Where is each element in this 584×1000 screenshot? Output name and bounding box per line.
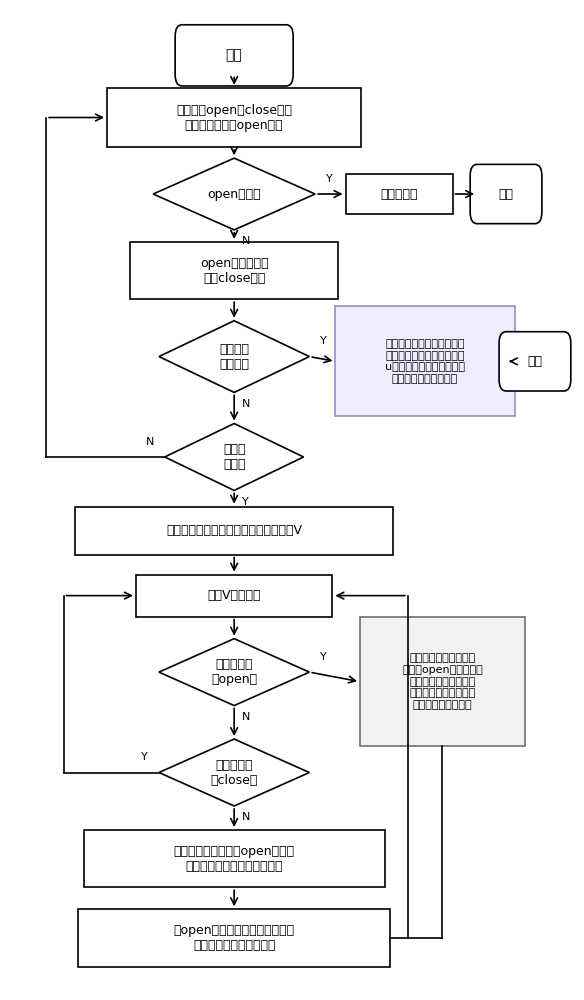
Text: 结束: 结束 [527, 355, 543, 368]
Text: 比较可扩展节点的估价
函数和open中该节点的
估价函数大小，若前者
小则更新其父节点和估
价函数，否则不操作: 比较可扩展节点的估价 函数和open中该节点的 估价函数大小，若前者 小则更新其… [402, 653, 483, 710]
Bar [84, 830, 384, 887]
Text: open表为空: open表为空 [207, 188, 261, 201]
Text: N: N [146, 437, 155, 447]
Text: 开始: 开始 [226, 48, 242, 62]
FancyBboxPatch shape [499, 332, 571, 391]
Bar [360, 617, 525, 746]
Text: N: N [242, 812, 250, 822]
FancyBboxPatch shape [175, 25, 293, 86]
Text: Y: Y [321, 652, 327, 662]
Bar [136, 575, 332, 617]
FancyBboxPatch shape [470, 164, 542, 224]
Text: 判断其是否存在父指针，若
存在父指针，则通过头节点
u的父指针，一直遍历到起
始节点，找到最优路径: 判断其是否存在父指针，若 存在父指针，则通过头节点 u的父指针，一直遍历到起 始… [385, 339, 465, 384]
Text: Y: Y [242, 497, 249, 507]
Text: 没到到路径: 没到到路径 [380, 188, 418, 201]
Text: 头节点为
目标节点: 头节点为 目标节点 [219, 343, 249, 371]
Text: 扩展头节点，选择可扩展节点构成集合V: 扩展头节点，选择可扩展节点构成集合V [166, 524, 302, 537]
Text: 可扩展节点
在close中: 可扩展节点 在close中 [210, 759, 258, 787]
Text: Y: Y [141, 752, 148, 762]
Bar [107, 88, 361, 147]
Text: 可扩展节点
在open中: 可扩展节点 在open中 [211, 658, 257, 686]
Text: 遍历V中的节点: 遍历V中的节点 [207, 589, 261, 602]
Bar [346, 174, 453, 214]
Text: 头节点
可扩展: 头节点 可扩展 [223, 443, 245, 471]
Text: 将该可扩展节点加入open表中，
计算该可扩展节点的估价函数: 将该可扩展节点加入open表中， 计算该可扩展节点的估价函数 [173, 845, 295, 873]
Text: Y: Y [321, 336, 327, 346]
Text: 对open表中的所有节点按照其估
价函数値的大小递增排序: 对open表中的所有节点按照其估 价函数値的大小递增排序 [173, 924, 295, 952]
Text: 生成空的open、close表，
将起始节点放入open表中: 生成空的open、close表， 将起始节点放入open表中 [176, 104, 292, 132]
Bar [130, 242, 338, 299]
Text: 结束: 结束 [499, 188, 513, 201]
Polygon shape [159, 321, 310, 392]
Polygon shape [159, 639, 310, 706]
Text: open表中头节点
放入close表中: open表中头节点 放入close表中 [200, 257, 269, 285]
Bar [335, 306, 515, 416]
Text: N: N [242, 236, 250, 246]
Bar [78, 909, 390, 967]
Bar [75, 507, 393, 555]
Text: Y: Y [326, 174, 333, 184]
Text: N: N [242, 399, 250, 409]
Polygon shape [153, 158, 315, 230]
Text: N: N [242, 712, 250, 722]
Polygon shape [159, 739, 310, 806]
Polygon shape [165, 424, 304, 490]
